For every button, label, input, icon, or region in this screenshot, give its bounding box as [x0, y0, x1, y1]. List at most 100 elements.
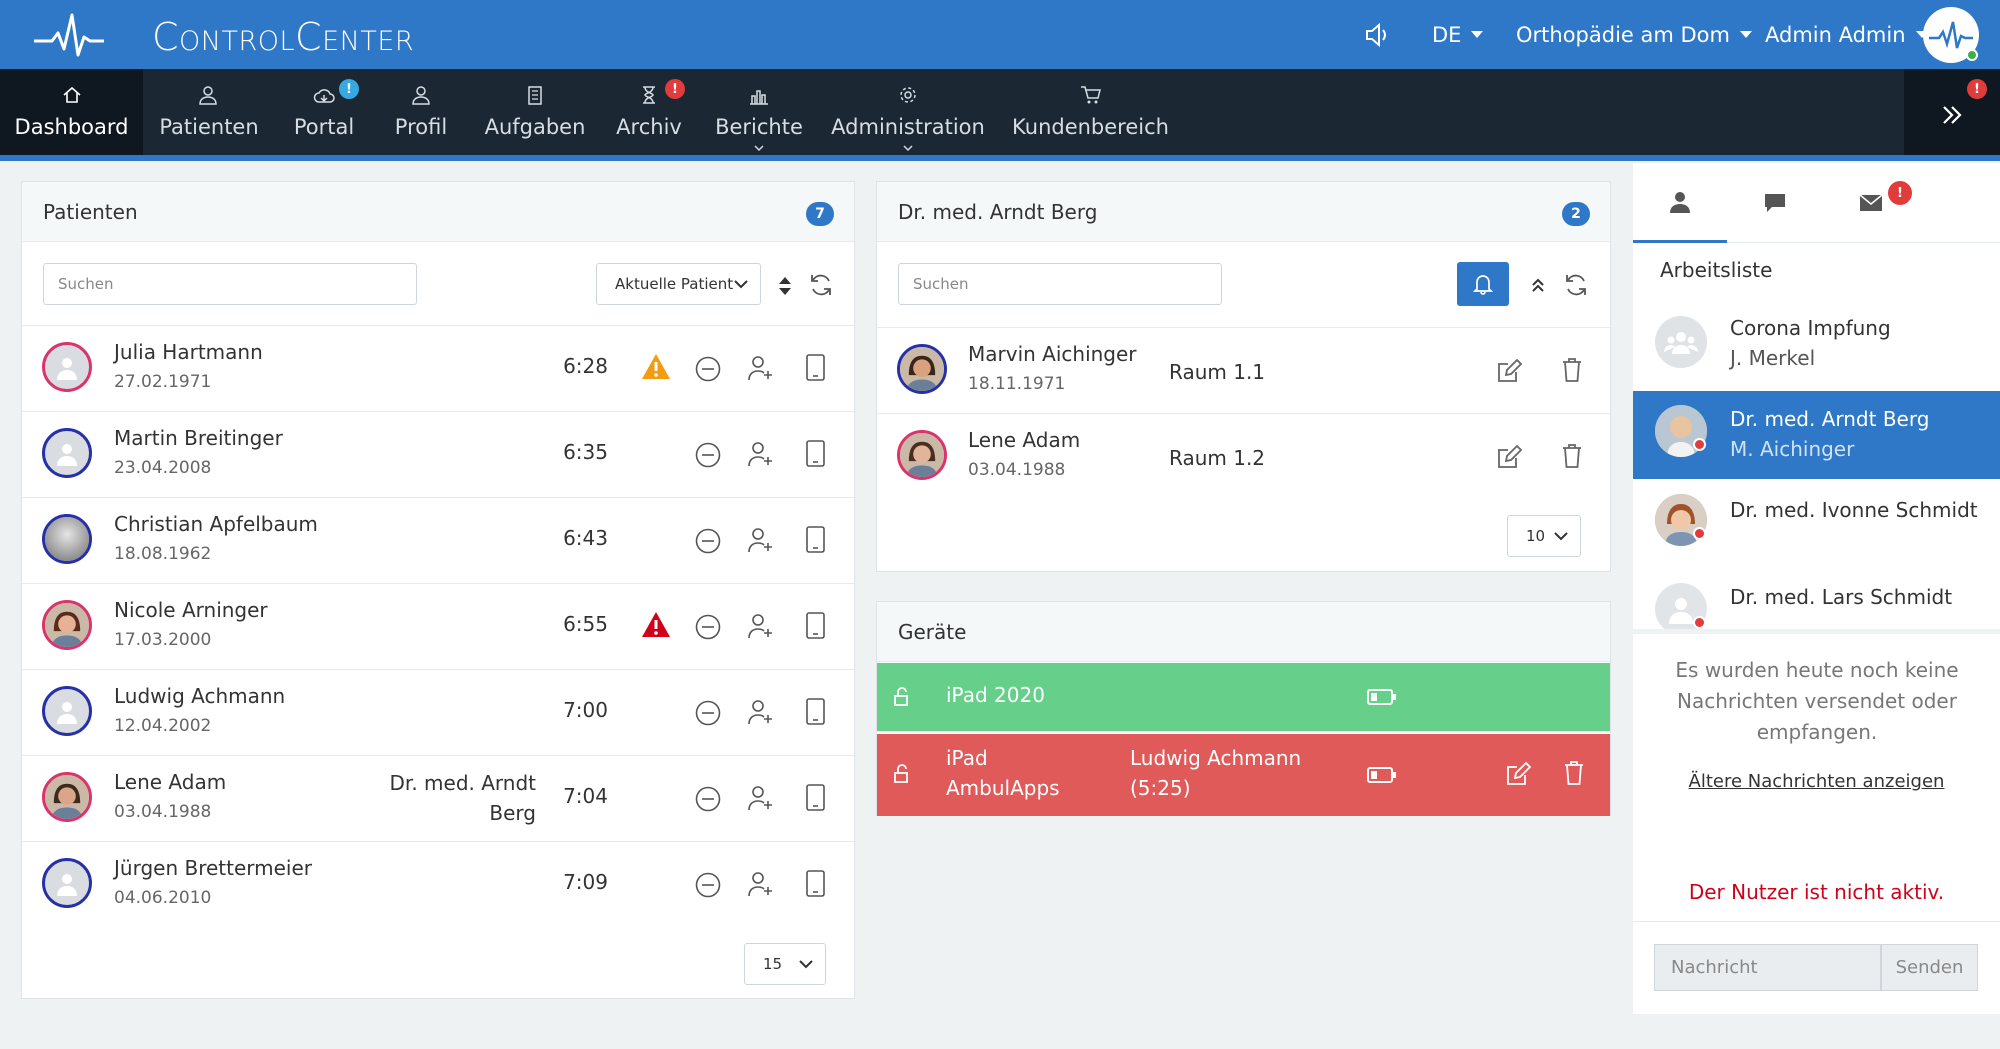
chevron-down-icon — [1554, 532, 1568, 541]
nav-profil[interactable]: Profil — [373, 69, 469, 161]
remove-circle-icon[interactable] — [695, 356, 721, 382]
patient-search-input[interactable]: Suchen — [43, 263, 417, 305]
device-row[interactable]: iPad 2020 — [877, 663, 1610, 731]
notify-button[interactable] — [1457, 262, 1509, 306]
patient-dob: 18.08.1962 — [114, 544, 212, 564]
worklist-item[interactable]: Corona Impfung J. Merkel — [1633, 302, 2000, 390]
sort-icon[interactable] — [778, 276, 792, 296]
send-button[interactable]: Senden — [1881, 944, 1978, 991]
table-row[interactable]: Jürgen Brettermeier 04.06.2010 7:09 — [22, 841, 854, 927]
page-size-value: 10 — [1526, 527, 1546, 545]
warning-icon[interactable] — [641, 610, 671, 638]
assign-user-icon[interactable] — [747, 440, 775, 468]
language-select[interactable]: DE — [1432, 0, 1484, 69]
battery-icon — [1367, 689, 1396, 705]
refresh-icon[interactable] — [1563, 272, 1589, 298]
doctor-page-size-select[interactable]: 10 — [1507, 515, 1581, 557]
tablet-icon[interactable] — [805, 354, 826, 381]
worklist-item[interactable]: Dr. med. Ivonne Schmidt — [1633, 480, 2000, 568]
worklist-name: Dr. med. Arndt Berg — [1730, 407, 1930, 431]
assign-user-icon[interactable] — [747, 870, 775, 898]
edit-icon[interactable] — [1496, 358, 1522, 384]
trash-icon[interactable] — [1561, 443, 1583, 469]
edit-icon[interactable] — [1496, 444, 1522, 470]
tablet-icon[interactable] — [805, 698, 826, 725]
patient-dob: 17.03.2000 — [114, 630, 212, 650]
older-messages-link[interactable]: Ältere Nachrichten anzeigen — [1688, 771, 1945, 792]
battery-icon — [1367, 767, 1396, 783]
devices-panel: Geräte iPad 2020 iPad AmbulApps Ludwig A… — [876, 601, 1611, 816]
appointment-time: 6:28 — [563, 354, 608, 378]
worklist-name: Dr. med. Ivonne Schmidt — [1730, 498, 1978, 522]
table-row[interactable]: Christian Apfelbaum 18.08.1962 6:43 — [22, 497, 854, 583]
online-status-dot — [1966, 49, 1978, 61]
nav-dashboard[interactable]: Dashboard — [0, 69, 143, 161]
tab-messages[interactable] — [1823, 163, 1919, 243]
tablet-icon[interactable] — [805, 612, 826, 639]
patient-name: Lene Adam — [114, 770, 227, 794]
refresh-icon[interactable] — [808, 272, 834, 298]
warning-icon[interactable] — [641, 352, 671, 380]
remove-circle-icon[interactable] — [695, 614, 721, 640]
edit-icon[interactable] — [1505, 761, 1531, 787]
table-row[interactable]: Julia Hartmann 27.02.1971 6:28 — [22, 325, 854, 411]
doctor-search-input[interactable]: Suchen — [898, 263, 1222, 305]
chevron-down-icon — [903, 145, 913, 152]
table-row[interactable]: Lene Adam 03.04.1988 Raum 1.2 — [877, 413, 1610, 499]
nav-berichte[interactable]: Berichte — [697, 69, 821, 161]
worklist-item[interactable]: Dr. med. Lars Schmidt — [1633, 569, 2000, 631]
practice-select[interactable]: Orthopädie am Dom — [1516, 0, 1752, 69]
tablet-icon[interactable] — [805, 526, 826, 553]
tablet-icon[interactable] — [805, 784, 826, 811]
tablet-icon[interactable] — [805, 870, 826, 897]
user-menu[interactable]: Admin Admin — [1765, 0, 1928, 69]
nav-patienten[interactable]: Patienten — [143, 69, 275, 161]
remove-circle-icon[interactable] — [695, 442, 721, 468]
tablet-icon[interactable] — [805, 440, 826, 467]
table-row[interactable]: Nicole Arninger 17.03.2000 6:55 — [22, 583, 854, 669]
tab-chat[interactable] — [1727, 163, 1823, 243]
message-input[interactable]: Nachricht — [1654, 944, 1881, 991]
nav-portal[interactable]: Portal ! — [275, 69, 373, 161]
trash-icon[interactable] — [1563, 760, 1585, 786]
patient-name: Nicole Arninger — [114, 598, 268, 622]
nav-kundenbereich[interactable]: Kundenbereich — [995, 69, 1186, 161]
patient-filter-select[interactable]: Aktuelle Patient — [596, 263, 761, 305]
mail-badge: ! — [1888, 181, 1912, 205]
assign-user-icon[interactable] — [747, 698, 775, 726]
remove-circle-icon[interactable] — [695, 786, 721, 812]
assign-user-icon[interactable] — [747, 784, 775, 812]
patient-name: Martin Breitinger — [114, 426, 283, 450]
table-row[interactable]: Ludwig Achmann 12.04.2002 7:00 — [22, 669, 854, 755]
nav-aufgaben[interactable]: Aufgaben — [469, 69, 601, 161]
remove-circle-icon[interactable] — [695, 872, 721, 898]
remove-circle-icon[interactable] — [695, 528, 721, 554]
volume-icon[interactable] — [1364, 0, 1390, 69]
person-icon — [1670, 191, 1690, 213]
assign-user-icon[interactable] — [747, 354, 775, 382]
collapse-up-icon[interactable] — [1531, 276, 1545, 294]
nav-administration[interactable]: Administration — [821, 69, 995, 161]
unlock-icon[interactable] — [893, 687, 915, 707]
unlock-icon[interactable] — [893, 764, 915, 784]
patient-name: Lene Adam — [968, 428, 1081, 452]
trash-icon[interactable] — [1561, 357, 1583, 383]
table-row[interactable]: Marvin Aichinger 18.11.1971 Raum 1.1 — [877, 327, 1610, 413]
assign-user-icon[interactable] — [747, 526, 775, 554]
tab-worklist[interactable] — [1633, 163, 1727, 243]
patients-page-size-select[interactable]: 15 — [744, 943, 826, 985]
assign-user-icon[interactable] — [747, 612, 775, 640]
table-row[interactable]: Martin Breitinger 23.04.2008 6:35 — [22, 411, 854, 497]
nav-label: Dashboard — [14, 115, 129, 139]
avatar — [897, 344, 947, 394]
table-row[interactable]: Lene Adam 03.04.1988 Dr. med. Arndt Berg 7:0… — [22, 755, 854, 841]
user-avatar[interactable] — [1923, 7, 1979, 63]
appointment-time: 7:00 — [563, 698, 608, 722]
worklist-item[interactable]: Dr. med. Arndt Berg M. Aichinger — [1633, 391, 2000, 479]
patient-dob: 03.04.1988 — [114, 802, 212, 822]
nav-archiv[interactable]: Archiv ! — [601, 69, 697, 161]
remove-circle-icon[interactable] — [695, 700, 721, 726]
expand-sidebar-button[interactable] — [1904, 69, 2000, 161]
device-name: iPad 2020 — [946, 683, 1045, 707]
device-row[interactable]: iPad AmbulApps Ludwig Achmann (5:25) — [877, 734, 1610, 816]
